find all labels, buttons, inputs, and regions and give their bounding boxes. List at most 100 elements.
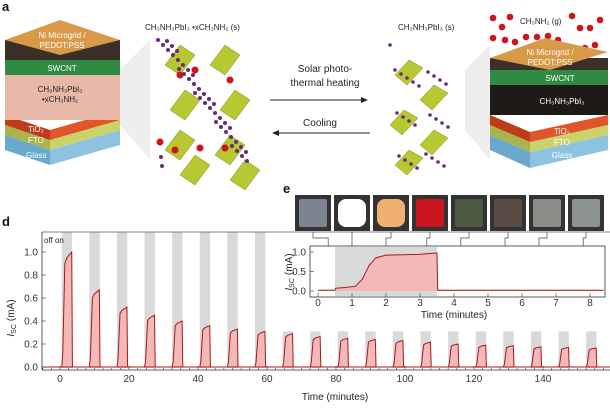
peak-line — [530, 346, 543, 368]
peak-fill — [475, 345, 487, 367]
nitrogen-atom — [191, 66, 199, 74]
peak-line — [61, 250, 73, 368]
iodide-atom — [417, 84, 421, 88]
x-tick-label: 140 — [535, 374, 552, 385]
heating-label-1: Solar photo- — [298, 64, 352, 75]
nitrogen-atom — [171, 146, 179, 154]
iodide-atom — [166, 48, 170, 52]
y-tick-label: 0.0 — [292, 287, 306, 298]
iodide-atom — [214, 120, 218, 124]
x-tick-label: 8 — [587, 298, 593, 309]
peak-fill — [503, 345, 515, 367]
nitrogen-atom — [226, 76, 234, 84]
layer-label-glass: Glass — [26, 151, 46, 160]
peak-fill — [420, 342, 432, 367]
on-band — [199, 232, 211, 368]
layer-label-glass: Glass — [552, 151, 572, 160]
perovskite-crystal-structure — [388, 43, 450, 176]
octahedron — [419, 129, 449, 156]
gas-molecule — [498, 23, 506, 31]
iodide-atom — [192, 82, 196, 86]
photo-connector — [312, 232, 329, 246]
forward-arrow — [270, 97, 368, 103]
device-photo — [572, 199, 600, 227]
heating-label-2: thermal heating — [291, 78, 360, 89]
on-band — [254, 232, 266, 368]
iodide-atom — [191, 73, 195, 77]
iodide-atom — [176, 58, 180, 62]
iodide-atom — [186, 68, 190, 72]
iodide-atom — [244, 150, 248, 154]
octahedron — [419, 84, 449, 111]
gas-molecule — [522, 33, 530, 41]
x-tick-label: 0 — [57, 374, 63, 385]
x-tick-label: 0 — [315, 298, 321, 309]
iodide-atom — [202, 92, 206, 96]
iodide-atom — [213, 111, 217, 115]
peak-fill — [586, 348, 597, 367]
x-tick-label: 80 — [330, 374, 342, 385]
iodide-atom — [446, 125, 450, 129]
iodide-atom — [218, 116, 222, 120]
chart-e-inset: 0 1 2 3 4 5 6 7 8 0.0 0.5 1.0 — [292, 245, 606, 309]
layer-label-swcnt: SWCNT — [545, 74, 574, 83]
peak-fill — [558, 347, 570, 367]
peak-fill — [144, 315, 156, 367]
peak-fill — [61, 252, 73, 367]
peak-line — [364, 338, 377, 368]
panel-label-e: e — [283, 181, 290, 196]
layer-label-microgrid: Ni Microgrid / — [38, 31, 86, 40]
zoom-cone-left — [120, 40, 150, 160]
e-xlabel: Time (minutes) — [421, 310, 487, 321]
gas-molecule — [506, 13, 514, 21]
gas-molecule — [511, 38, 519, 46]
peak-line — [171, 320, 184, 368]
octahedron — [394, 149, 424, 176]
gas-molecule — [586, 24, 594, 32]
iodide-atom — [415, 166, 419, 170]
iodide-atom — [397, 154, 401, 158]
iodide-atom — [403, 158, 407, 162]
peak-fill — [116, 307, 128, 367]
peak-line — [420, 341, 432, 368]
iodide-atom — [219, 125, 223, 129]
iodide-atom — [407, 119, 411, 123]
iodide-atom — [207, 97, 211, 101]
peak-fill — [530, 346, 542, 367]
gas-molecule — [489, 34, 497, 42]
peak-line — [254, 330, 267, 368]
peak-fill — [365, 339, 377, 367]
adduct-crystal-structure — [156, 38, 261, 191]
iodide-atom — [399, 72, 403, 76]
nitrogen-atom — [156, 138, 164, 146]
iodide-atom — [187, 77, 191, 81]
layer-label-perovskite: CH₃NH₃PbI₃ — [38, 85, 83, 94]
iodide-atom — [193, 91, 197, 95]
methylamine-gas-molecules — [489, 12, 604, 52]
peak-line — [392, 339, 405, 368]
gas-molecule — [533, 33, 541, 41]
reverse-arrow — [272, 130, 370, 136]
iodide-atom — [223, 121, 227, 125]
peak-line — [309, 335, 322, 368]
gas-molecule — [489, 14, 497, 22]
peak-fill — [282, 333, 294, 367]
peak-line — [226, 328, 239, 368]
iodide-atom — [395, 111, 399, 115]
x-tick-label: 7 — [553, 298, 559, 309]
x-tick-label: 2 — [383, 298, 389, 309]
iodide-atom — [228, 126, 232, 130]
gas-molecule — [501, 36, 509, 44]
octahedron — [229, 159, 261, 191]
iodide-atom — [239, 145, 243, 149]
layer-label-pedot: PEDOT:PSS — [528, 58, 573, 67]
photo-connector — [504, 232, 509, 246]
iodide-atom — [411, 80, 415, 84]
iodide-atom — [409, 162, 413, 166]
d-xlabel: Time (minutes) — [302, 392, 368, 403]
iodide-atom — [428, 113, 432, 117]
photo-connector — [582, 232, 587, 246]
photo-connector — [385, 232, 392, 246]
x-tick-label: 120 — [466, 374, 483, 385]
